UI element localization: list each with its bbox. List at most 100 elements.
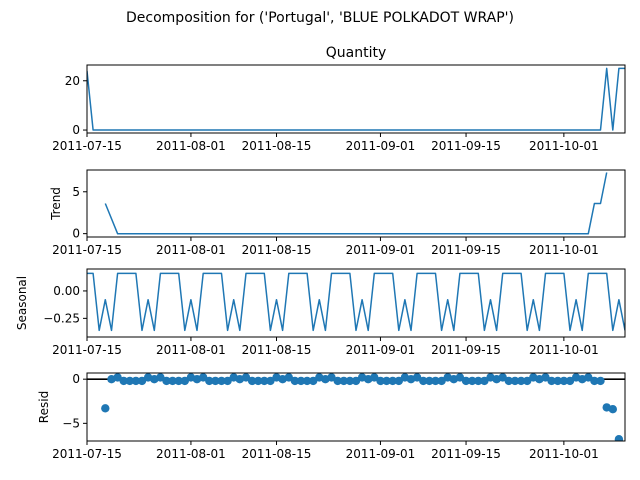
axes-frame (86, 268, 626, 338)
data-point (590, 376, 599, 386)
data-point (376, 376, 385, 386)
data-point (131, 376, 141, 386)
x-tick-label: 2011-09-01 (346, 447, 416, 461)
y-axis-label: Seasonal (15, 276, 29, 330)
data-point (523, 376, 532, 386)
x-tick-label: 2011-08-01 (156, 343, 226, 357)
data-point (241, 373, 251, 382)
data-point (302, 376, 312, 386)
x-tick-label: 2011-07-15 (52, 447, 122, 461)
data-point (211, 376, 220, 386)
plot-area (87, 67, 625, 131)
x-tick-label: 2011-09-15 (431, 447, 501, 461)
axes-frame (86, 64, 626, 134)
x-tick-label: 2011-10-01 (529, 343, 599, 357)
x-tick-label: 2011-09-01 (346, 343, 416, 357)
data-point (412, 373, 422, 382)
data-point (199, 373, 208, 382)
data-point (474, 376, 483, 386)
data-point (205, 376, 214, 386)
y-tick-label: −5 (62, 416, 80, 430)
data-point (455, 373, 465, 382)
figure-title: Decomposition for ('Portugal', 'BLUE POL… (126, 10, 514, 26)
data-point (541, 373, 550, 382)
data-point (113, 373, 122, 382)
data-point (296, 376, 306, 386)
series-line (104, 172, 608, 235)
y-tick-label: 0 (72, 372, 80, 386)
axes-frame (86, 169, 626, 238)
x-tick-label: 2011-10-01 (529, 139, 599, 153)
x-tick-label: 2011-09-01 (346, 243, 416, 257)
data-point (370, 373, 379, 382)
plot-area (87, 373, 625, 441)
data-point (290, 376, 300, 386)
series-line (87, 67, 625, 131)
x-tick-label: 2011-07-15 (52, 243, 122, 257)
x-tick-label: 2011-08-15 (242, 343, 312, 357)
data-point (174, 376, 183, 386)
series-line (87, 272, 625, 332)
data-point (351, 376, 361, 386)
data-point (480, 376, 489, 386)
data-point (217, 376, 226, 386)
data-point (137, 376, 147, 386)
data-point (425, 376, 434, 386)
data-point (119, 376, 128, 386)
data-point (223, 376, 232, 386)
data-point (547, 376, 556, 386)
data-point (419, 376, 428, 386)
data-point (339, 376, 348, 386)
axes-frame (86, 372, 626, 442)
data-point (553, 376, 562, 386)
panel-2: 0 5 2011-07-15 2011-08-01 2011-08-15 2011-09-… (49, 169, 626, 257)
data-point (247, 376, 257, 386)
data-point (345, 376, 355, 386)
y-axis-label: Trend (49, 187, 63, 221)
y-tick-label: 5 (72, 185, 80, 199)
data-point (431, 376, 440, 386)
y-tick-label: −0.25 (43, 311, 80, 325)
data-point (156, 373, 165, 382)
x-tick-label: 2011-08-15 (242, 243, 312, 257)
y-tick-label: 0.00 (53, 284, 80, 298)
panel-title: Quantity (326, 45, 387, 61)
y-tick-label: 0 (72, 123, 80, 137)
data-point (101, 404, 110, 413)
plot-area (87, 272, 625, 332)
x-tick-label: 2011-08-01 (156, 447, 226, 461)
data-point (584, 373, 593, 382)
x-tick-label: 2011-07-15 (52, 343, 122, 357)
data-point (388, 376, 397, 386)
x-tick-label: 2011-09-15 (431, 139, 501, 153)
data-point (510, 376, 520, 386)
data-point (498, 373, 507, 382)
data-point (565, 376, 575, 386)
data-point (168, 376, 177, 386)
x-tick-label: 2011-07-15 (52, 139, 122, 153)
x-tick-label: 2011-09-15 (431, 243, 501, 257)
data-point (125, 376, 134, 386)
data-point (260, 376, 269, 386)
x-tick-label: 2011-08-15 (242, 447, 312, 461)
x-tick-label: 2011-08-01 (156, 243, 226, 257)
x-tick-label: 2011-10-01 (529, 243, 599, 257)
data-point (461, 376, 471, 386)
data-point (559, 376, 569, 386)
data-point (504, 376, 513, 386)
panel-3: 0.00 −0.25 2011-07-15 2011-08-01 2011-08-15 2… (15, 268, 626, 357)
data-point (608, 405, 617, 414)
data-point (516, 376, 526, 386)
data-point (266, 376, 275, 386)
data-point (309, 376, 318, 386)
data-point (468, 376, 477, 386)
panel-4: 0 −5 2011-07-15 2011-08-01 2011-08-15 2011-09… (37, 372, 626, 461)
data-point (333, 376, 342, 386)
data-point (284, 373, 293, 382)
data-point (162, 376, 171, 386)
y-tick-label: 0 (72, 227, 80, 241)
panel-1: 0 20 2011-07-15 2011-08-01 2011-08-15 2011-09… (52, 45, 626, 153)
data-point (254, 376, 263, 386)
data-point (614, 435, 624, 441)
